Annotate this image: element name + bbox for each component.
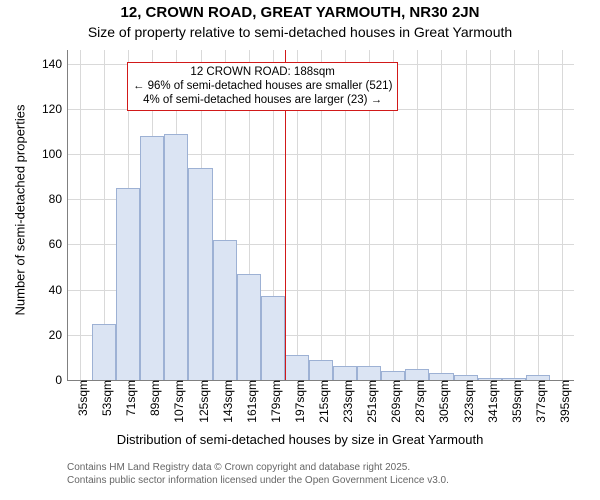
histogram-bar (429, 373, 453, 380)
histogram-bar (140, 136, 164, 380)
x-tick-label: 233sqm (335, 380, 355, 423)
x-tick-label: 341sqm (480, 380, 500, 423)
x-tick-label: 269sqm (383, 380, 403, 423)
histogram-bar (357, 366, 381, 380)
x-tick-label: 215sqm (311, 380, 331, 423)
histogram-bar (261, 296, 285, 380)
x-tick-label: 107sqm (166, 380, 186, 423)
gridline-v (538, 50, 539, 380)
plot-area: 02040608010012014035sqm53sqm71sqm89sqm10… (67, 50, 574, 381)
x-tick-label: 287sqm (407, 380, 427, 423)
x-tick-label: 251sqm (359, 380, 379, 423)
chart-container: 12, CROWN ROAD, GREAT YARMOUTH, NR30 2JN… (0, 0, 600, 500)
gridline-v (441, 50, 442, 380)
y-tick-label: 100 (42, 147, 68, 161)
x-tick-label: 53sqm (94, 380, 114, 416)
histogram-bar (405, 369, 429, 380)
x-tick-label: 197sqm (287, 380, 307, 423)
histogram-bar (116, 188, 140, 380)
x-tick-label: 359sqm (504, 380, 524, 423)
gridline-v (466, 50, 467, 380)
histogram-bar (478, 378, 502, 380)
x-tick-label: 143sqm (215, 380, 235, 423)
y-tick-label: 60 (49, 237, 68, 251)
annotation-box: 12 CROWN ROAD: 188sqm ← 96% of semi-deta… (127, 62, 399, 111)
histogram-bar (502, 378, 526, 380)
histogram-bar (333, 366, 357, 380)
y-tick-label: 80 (49, 192, 68, 206)
y-tick-label: 0 (55, 373, 68, 387)
histogram-bar (526, 375, 550, 380)
x-tick-label: 323sqm (456, 380, 476, 423)
annotation-line3: 4% of semi-detached houses are larger (2… (133, 93, 393, 107)
annotation-line1: 12 CROWN ROAD: 188sqm (133, 65, 393, 79)
x-tick-label: 89sqm (142, 380, 162, 416)
annotation-line2: ← 96% of semi-detached houses are smalle… (133, 79, 393, 93)
histogram-bar (188, 168, 212, 380)
chart-subtitle: Size of property relative to semi-detach… (0, 24, 600, 40)
x-tick-label: 179sqm (263, 380, 283, 423)
histogram-bar (164, 134, 188, 380)
x-tick-label: 377sqm (528, 380, 548, 423)
gridline-v (514, 50, 515, 380)
histogram-bar (381, 371, 405, 380)
histogram-bar (309, 360, 333, 380)
x-tick-label: 35sqm (70, 380, 90, 416)
histogram-bar (92, 324, 116, 381)
x-tick-label: 161sqm (239, 380, 259, 423)
footer-line2: Contains public sector information licen… (67, 475, 449, 488)
chart-title: 12, CROWN ROAD, GREAT YARMOUTH, NR30 2JN (0, 4, 600, 21)
histogram-bar (285, 355, 309, 380)
y-tick-label: 120 (42, 102, 68, 116)
y-tick-label: 140 (42, 57, 68, 71)
gridline-v (562, 50, 563, 380)
x-tick-label: 71sqm (118, 380, 138, 416)
y-tick-label: 40 (49, 283, 68, 297)
footer-text: Contains HM Land Registry data © Crown c… (67, 462, 449, 487)
histogram-bar (454, 375, 478, 380)
histogram-bar (237, 274, 261, 380)
histogram-bar (213, 240, 237, 380)
gridline-v (417, 50, 418, 380)
footer-line1: Contains HM Land Registry data © Crown c… (67, 462, 449, 475)
x-axis-label: Distribution of semi-detached houses by … (0, 432, 600, 447)
x-tick-label: 305sqm (431, 380, 451, 423)
y-tick-label: 20 (49, 328, 68, 342)
gridline-v (80, 50, 81, 380)
gridline-v (490, 50, 491, 380)
x-tick-label: 395sqm (552, 380, 572, 423)
y-axis-label: Number of semi-detached properties (13, 116, 28, 316)
x-tick-label: 125sqm (191, 380, 211, 423)
